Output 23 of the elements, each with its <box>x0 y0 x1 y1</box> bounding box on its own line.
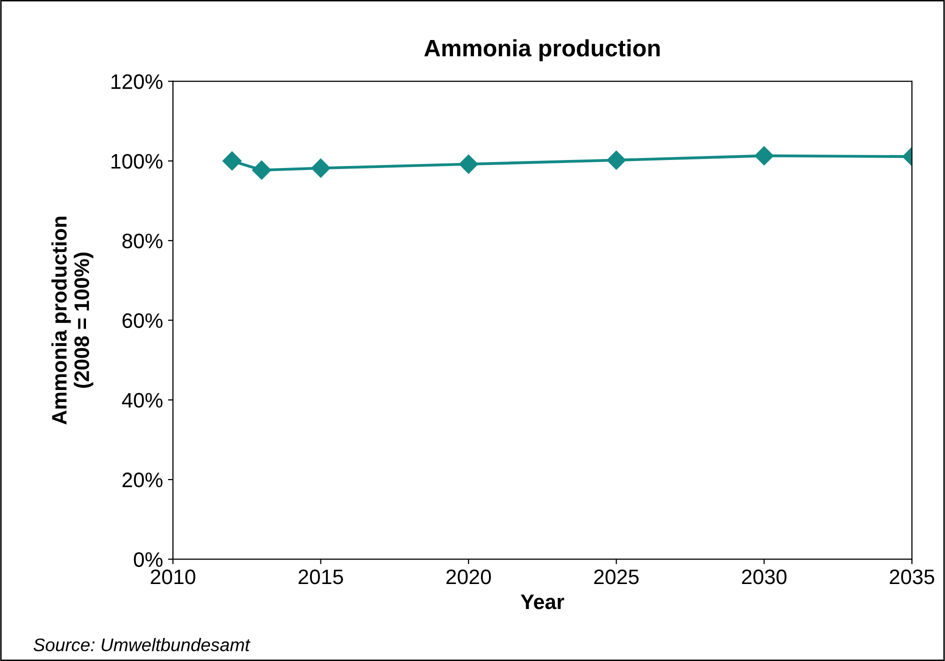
point <box>252 160 272 180</box>
y-tick-label: 20% <box>122 472 162 488</box>
y-axis-title: Ammonia production (2008 = 100%) <box>51 216 94 424</box>
y-tick-label: 120% <box>112 74 162 90</box>
y-tick-label: 60% <box>122 313 162 328</box>
point <box>311 158 330 178</box>
y-tick-label: 80% <box>122 234 162 248</box>
point <box>606 150 626 170</box>
point <box>754 146 774 166</box>
point <box>458 154 478 174</box>
x-axis-title: Year <box>520 594 564 610</box>
source-note: Source: Umweltbundesamt <box>34 638 250 652</box>
y-tick-label: 100% <box>112 154 162 169</box>
x-tick-label: 2020 <box>446 569 491 584</box>
x-tick-label: 2015 <box>298 569 344 584</box>
y-tick-label: 40% <box>122 392 162 408</box>
x-tick-label: 2030 <box>742 569 786 584</box>
x-tick-label: 2025 <box>594 569 639 584</box>
point <box>222 151 242 170</box>
y-tick-label: 0% <box>134 552 162 567</box>
x-tick-label: 2035 <box>890 569 934 584</box>
x-tick-label: 2010 <box>150 569 196 584</box>
chart-title: Ammonia production <box>424 39 660 62</box>
